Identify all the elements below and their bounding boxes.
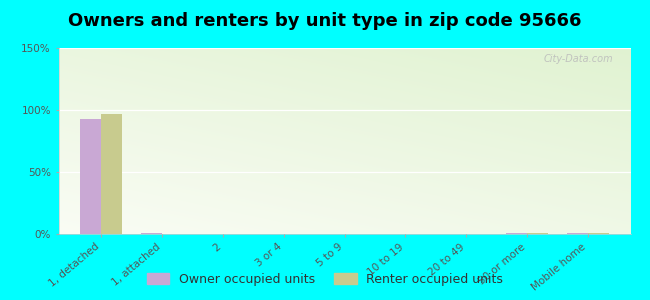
Bar	[80, 119, 101, 234]
Bar	[506, 233, 527, 234]
Bar	[567, 233, 588, 234]
Bar	[140, 233, 162, 234]
Bar	[101, 114, 122, 234]
Legend: Owner occupied units, Renter occupied units: Owner occupied units, Renter occupied un…	[142, 268, 508, 291]
Bar	[588, 232, 609, 234]
Bar	[527, 233, 549, 234]
Text: City-Data.com: City-Data.com	[543, 54, 614, 64]
Text: Owners and renters by unit type in zip code 95666: Owners and renters by unit type in zip c…	[68, 12, 582, 30]
